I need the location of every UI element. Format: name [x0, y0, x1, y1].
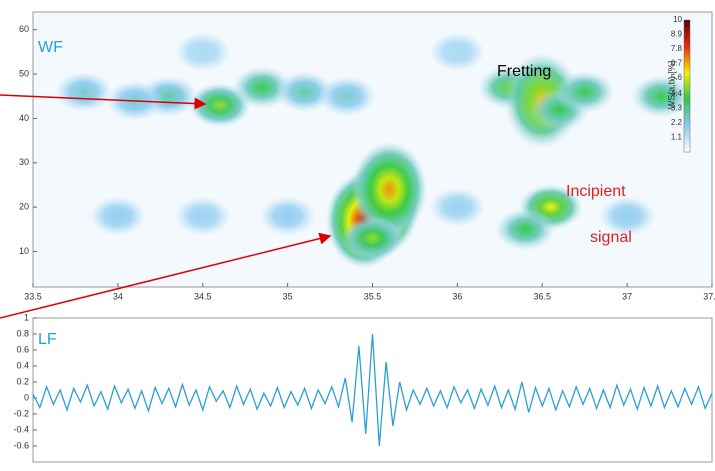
- x-tick-label: 33.5: [24, 291, 42, 301]
- colorbar-tick-label: 8.9: [671, 30, 683, 39]
- y-tick-label: 0.4: [16, 360, 29, 370]
- power-spot: [89, 196, 146, 236]
- power-spot: [599, 196, 656, 236]
- y-tick-label: 10: [19, 246, 29, 256]
- y-tick-label: -0.6: [13, 440, 29, 450]
- annotation: WF: [38, 39, 63, 56]
- power-spot: [174, 196, 231, 236]
- y-tick-label: 0.6: [16, 344, 29, 354]
- power-spot: [259, 196, 316, 236]
- y-tick-label: 1: [24, 312, 29, 322]
- colorbar-tick-label: 10: [673, 15, 682, 24]
- power-spot: [175, 32, 231, 72]
- y-tick-label: -0.4: [13, 424, 29, 434]
- power-spot: [631, 75, 692, 118]
- y-tick-label: 0.2: [16, 376, 29, 386]
- annotation: signal: [590, 229, 632, 246]
- x-tick-label: 34.5: [194, 291, 212, 301]
- y-tick-label: -0.2: [13, 408, 29, 418]
- annotation: Fretting: [497, 63, 551, 80]
- x-tick-label: 34: [113, 291, 123, 301]
- y-tick-label: 0: [24, 392, 29, 402]
- x-tick-label: 36.5: [533, 291, 551, 301]
- colorbar-tick-label: 7.8: [671, 44, 683, 53]
- power-spot: [495, 208, 556, 251]
- colorbar-tick-label: 4.4: [671, 89, 683, 98]
- y-tick-label: 50: [19, 68, 29, 78]
- colorbar: [683, 19, 691, 153]
- x-tick-label: 37: [622, 291, 632, 301]
- x-tick-label: 37.5: [703, 291, 715, 301]
- x-tick-label: 36: [452, 291, 462, 301]
- power-spot: [318, 76, 376, 117]
- y-tick-label: 40: [19, 113, 29, 123]
- y-tick-label: 60: [19, 24, 29, 34]
- power-spot: [55, 71, 113, 112]
- arrow: [0, 232, 332, 319]
- power-spot: [429, 187, 486, 227]
- colorbar-tick-label: 6.7: [671, 59, 683, 68]
- x-tick-label: 35: [283, 291, 293, 301]
- annotation: Incipient: [566, 183, 626, 200]
- power-spot: [351, 141, 428, 238]
- colorbar-tick-label: 5.6: [671, 73, 683, 82]
- power-spot: [341, 216, 404, 261]
- arrow: [0, 94, 207, 110]
- y-tick-label: 20: [19, 202, 29, 212]
- y-tick-label: 0.8: [16, 328, 29, 338]
- power-spot: [429, 32, 485, 72]
- y-tick-label: 30: [19, 157, 29, 167]
- colorbar-tick-label: 1.1: [671, 133, 683, 142]
- colorbar-tick-label: 2.2: [671, 118, 683, 127]
- power-spot: [275, 71, 334, 113]
- colorbar-tick-label: 3.3: [671, 104, 683, 113]
- power-spot: [554, 70, 615, 114]
- x-tick-label: 35.5: [364, 291, 382, 301]
- signal-line: [32, 333, 713, 447]
- annotation: LF: [38, 331, 57, 348]
- colorbar-label: WS(a,b) [%]: [666, 61, 676, 110]
